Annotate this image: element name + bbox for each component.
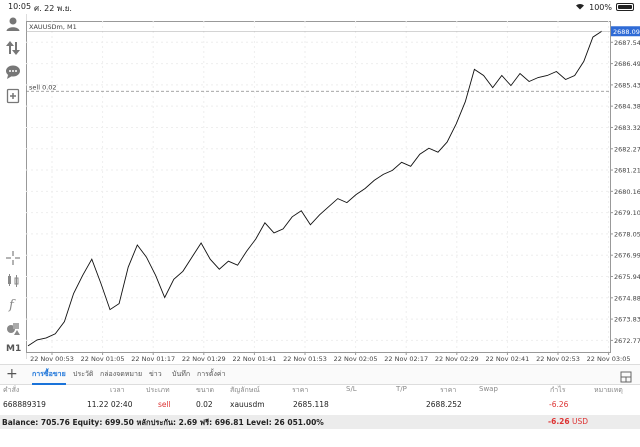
tab-journal[interactable]: บันทึก — [172, 370, 191, 378]
status-date: ศ. 22 พ.ย. — [34, 4, 72, 13]
col-profit: กำไร — [550, 386, 566, 394]
y-tick-label: 2687.545 — [614, 39, 640, 47]
tab-news[interactable]: ข่าว — [149, 370, 162, 378]
cell-open-price: 2685.118 — [293, 400, 329, 409]
table-row[interactable]: 668889319 11.22 02:40 sell 0.02 xauusdm … — [0, 398, 640, 412]
svg-text:f: f — [8, 298, 16, 312]
symbol-label: XAUUSDm, M1 — [29, 23, 77, 31]
col-volume: ขนาด — [196, 386, 215, 394]
col-swap: Swap — [479, 385, 498, 393]
y-tick-label: 2678.050 — [614, 230, 640, 238]
cell-time: 11.22 02:40 — [87, 400, 133, 409]
tab-settings[interactable]: การตั้งค่า — [197, 370, 226, 378]
y-tick-label: 2682.270 — [614, 145, 640, 153]
y-tick-label: 2686.490 — [614, 60, 640, 68]
objects-icon[interactable] — [5, 320, 21, 336]
col-open-price: ราคา — [292, 386, 309, 394]
x-tick-label: 22 Nov 00:53 — [30, 355, 74, 361]
trade-table-header: คำสั่ง เวลา ประเภท ขนาด สัญลักษณ์ ราคา S… — [0, 384, 640, 395]
y-tick-label: 2680.160 — [614, 188, 640, 196]
x-tick-label: 22 Nov 01:29 — [182, 355, 226, 361]
battery-icon — [616, 3, 634, 11]
cell-type: sell — [158, 400, 171, 409]
y-tick-label: 2674.885 — [614, 294, 640, 302]
status-time: 10:05 — [8, 2, 32, 11]
x-tick-label: 22 Nov 02:17 — [384, 355, 428, 361]
current-price-badge — [611, 26, 640, 37]
y-tick-label: 2685.435 — [614, 81, 640, 89]
add-icon[interactable]: + — [6, 366, 18, 382]
y-tick-label: 2679.105 — [614, 209, 640, 217]
terminal-tab-bar: + การซื้อขาย ประวัติ กล่องจดหมาย ข่าว บั… — [0, 364, 640, 385]
battery-percent: 100% — [589, 2, 612, 12]
y-tick-label: 2675.940 — [614, 273, 640, 281]
plot-frame — [26, 21, 611, 353]
y-tick-label: 2673.830 — [614, 316, 640, 324]
x-tick-label: 22 Nov 02:05 — [334, 355, 378, 361]
col-order: คำสั่ง — [3, 386, 20, 394]
y-tick-label: 2676.995 — [614, 252, 640, 260]
tab-trade[interactable]: การซื้อขาย — [32, 370, 66, 385]
cell-price: 2688.252 — [426, 400, 462, 409]
x-tick-label: 22 Nov 01:17 — [131, 355, 175, 361]
account-icon[interactable] — [5, 16, 21, 32]
x-tick-label: 22 Nov 01:05 — [81, 355, 125, 361]
price-series-line — [27, 30, 603, 347]
cell-profit: -6.26 — [549, 400, 569, 409]
balance-summary: Balance: 705.76 Equity: 699.50 หลักประกั… — [2, 418, 324, 427]
cell-volume: 0.02 — [196, 400, 213, 409]
col-price: ราคา — [440, 386, 457, 394]
status-right: 100% — [575, 2, 634, 12]
layout-icon[interactable] — [620, 368, 632, 383]
x-tick-label: 22 Nov 01:53 — [283, 355, 327, 361]
function-icon[interactable]: f — [5, 296, 21, 312]
new-order-icon[interactable] — [5, 88, 21, 104]
currency-label: USD — [572, 417, 589, 426]
price-chart[interactable]: 2687.545 2686.490 2685.435 2684.380 2683.325… — [26, 16, 640, 361]
col-sl: S/L — [346, 385, 357, 393]
x-tick-label: 22 Nov 02:53 — [536, 355, 580, 361]
status-bar: 10:05 ศ. 22 พ.ย. 100% — [0, 0, 640, 14]
col-symbol: สัญลักษณ์ — [230, 386, 260, 394]
current-price-label: 2688.092 — [613, 28, 640, 36]
cell-symbol: xauusdm — [230, 400, 265, 409]
trade-arrows-icon[interactable] — [5, 40, 21, 56]
timeframe-label[interactable]: M1 — [6, 344, 22, 354]
chat-icon[interactable] — [5, 64, 21, 80]
x-tick-label: 22 Nov 02:29 — [435, 355, 479, 361]
indicators-icon[interactable] — [5, 272, 21, 288]
order-line-label: sell 0.02 — [29, 83, 57, 91]
y-tick-label: 2681.215 — [614, 167, 640, 175]
y-tick-label: 2684.380 — [614, 103, 640, 111]
tab-history[interactable]: ประวัติ — [73, 370, 94, 378]
col-comment: หมายเหตุ — [594, 386, 623, 394]
crosshair-icon[interactable] — [5, 250, 21, 266]
wifi-icon — [575, 2, 585, 12]
total-profit: -6.26 — [548, 417, 570, 426]
col-tp: T/P — [396, 385, 407, 393]
chart-canvas[interactable]: 2687.545 2686.490 2685.435 2684.380 2683.325… — [26, 16, 640, 361]
col-type: ประเภท — [146, 386, 170, 394]
left-toolbar: f M1 — [0, 14, 27, 359]
x-tick-label: 22 Nov 01:41 — [232, 355, 276, 361]
tab-mailbox[interactable]: กล่องจดหมาย — [100, 370, 143, 378]
cell-order: 668889319 — [3, 400, 46, 409]
y-tick-label: 2672.775 — [614, 337, 640, 345]
col-time: เวลา — [110, 386, 125, 394]
x-tick-label: 22 Nov 03:05 — [587, 355, 631, 361]
x-tick-label: 22 Nov 02:41 — [485, 355, 529, 361]
y-tick-label: 2683.325 — [614, 124, 640, 132]
balance-bar: Balance: 705.76 Equity: 699.50 หลักประกั… — [0, 415, 640, 429]
